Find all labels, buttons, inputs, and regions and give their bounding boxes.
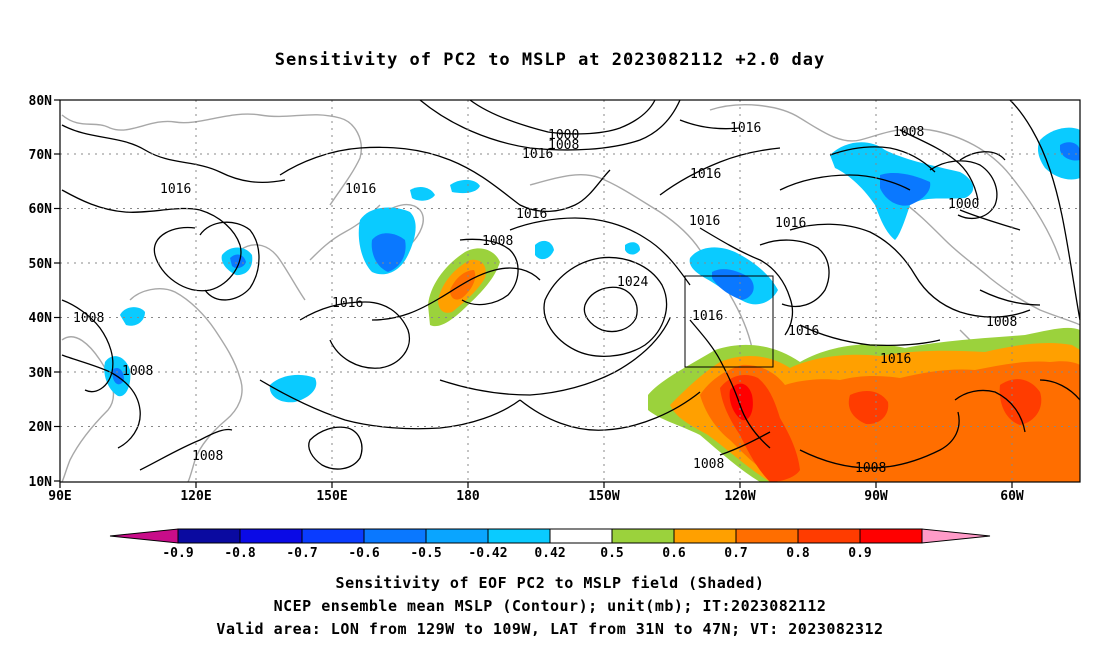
lon-label: 60W (1000, 489, 1024, 504)
caption-shading: Sensitivity of EOF PC2 to MSLP field (Sh… (335, 574, 765, 592)
caption-valid-area: Valid area: LON from 129W to 109W, LAT f… (216, 620, 884, 638)
colorbar-label: 0.9 (848, 546, 871, 561)
colorbar-box (425, 528, 489, 544)
colorbar-box (611, 528, 675, 544)
contour-label: 1016 (522, 147, 553, 162)
colorbar-label: 0.7 (724, 546, 747, 561)
lat-label: 50N (29, 257, 53, 272)
contour-label: 1016 (775, 216, 806, 231)
colorbar-box (239, 528, 303, 544)
contour-label: 1008 (192, 449, 223, 464)
colorbar-box (673, 528, 737, 544)
contour-label: 1008 (693, 457, 724, 472)
lon-label: 120E (180, 489, 211, 504)
lon-label: 150W (588, 489, 619, 504)
longitude-labels: 90E 120E 150E 180 150W 120W 90W 60W (48, 489, 1024, 504)
colorbar-box (797, 528, 861, 544)
colorbar-label: 0.42 (534, 546, 565, 561)
lat-label: 70N (29, 148, 53, 163)
lon-label: 120W (724, 489, 755, 504)
lon-label: 90W (864, 489, 888, 504)
colorbar-label: -0.42 (468, 546, 507, 561)
contour-label: 1016 (332, 296, 363, 311)
colorbar-box (487, 528, 551, 544)
colorbar-label: -0.8 (224, 546, 255, 561)
caption-contour: NCEP ensemble mean MSLP (Contour); unit(… (273, 597, 827, 615)
lat-label: 60N (29, 202, 53, 217)
contour-label: 1008 (482, 234, 513, 249)
lat-label: 40N (29, 311, 53, 326)
lon-label: 180 (456, 489, 480, 504)
lon-label: 90E (48, 489, 71, 504)
contour-label: 1008 (986, 315, 1017, 330)
colorbar-box (735, 528, 799, 544)
colorbar-label: -0.5 (410, 546, 441, 561)
contour-label: 1016 (788, 324, 819, 339)
contour-label: 1008 (548, 138, 579, 153)
colorbar-box (177, 528, 241, 544)
colorbar-label: -0.6 (348, 546, 379, 561)
contour-label: 1016 (880, 352, 911, 367)
lat-label: 20N (29, 420, 53, 435)
sensitivity-shading (104, 127, 1080, 482)
latitude-labels: 80N 70N 60N 50N 40N 30N 20N 10N (29, 94, 53, 490)
contour-label: 1024 (617, 275, 648, 290)
colorbar: -0.9 -0.8 -0.7 -0.6 -0.5 -0.42 0.42 0.5 0.6 0.7 0.… (109, 528, 991, 561)
contour-labels: 1000 1008 1016 1016 1008 1016 1016 1008 … (73, 121, 1017, 476)
colorbar-label: -0.9 (162, 546, 193, 561)
graticule (60, 100, 1080, 481)
lat-label: 30N (29, 366, 53, 381)
tick-marks (54, 99, 1013, 488)
contour-label: 1016 (345, 182, 376, 197)
contour-label: 1008 (73, 311, 104, 326)
contour-label: 1008 (122, 364, 153, 379)
lat-label: 80N (29, 94, 53, 109)
mslp-contours (61, 99, 1081, 471)
colorbar-label: 0.8 (786, 546, 810, 561)
valid-area-box (684, 275, 774, 368)
plot-title: Sensitivity of PC2 to MSLP at 2023082112… (274, 50, 826, 70)
contour-label: 1008 (855, 461, 886, 476)
colorbar-box (549, 528, 613, 544)
colorbar-label: 0.6 (662, 546, 686, 561)
colorbar-box (859, 528, 923, 544)
colorbar-label: -0.7 (286, 546, 317, 561)
colorbar-label: 0.5 (600, 546, 623, 561)
contour-label: 1016 (692, 309, 723, 324)
contour-label: 1016 (160, 182, 191, 197)
lat-label: 10N (29, 475, 53, 490)
lon-label: 150E (316, 489, 347, 504)
colorbar-max-triangle (921, 528, 991, 544)
contour-label: 1008 (893, 125, 924, 140)
contour-label: 1016 (730, 121, 761, 136)
contour-label: 1000 (948, 197, 979, 212)
contour-label: 1016 (516, 207, 547, 222)
map-frame (59, 99, 1081, 483)
colorbar-box (301, 528, 365, 544)
contour-label: 1016 (690, 167, 721, 182)
contour-label: 1016 (689, 214, 720, 229)
contour-label: 1000 (548, 128, 579, 143)
colorbar-box (363, 528, 427, 544)
colorbar-min-triangle (109, 528, 179, 544)
